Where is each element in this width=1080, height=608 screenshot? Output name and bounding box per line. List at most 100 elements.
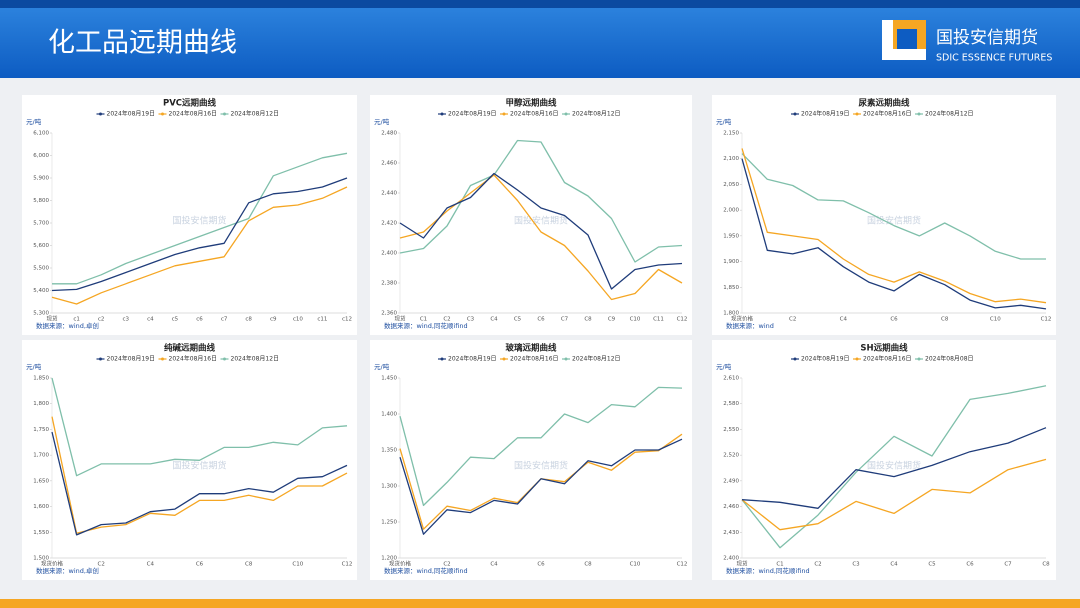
x-tick-label: 现货价格 <box>389 560 412 568</box>
legend-label: 2024年08月19日 <box>801 110 850 118</box>
y-tick-label: 1,850 <box>33 376 49 382</box>
y-tick-label: 2,000 <box>723 208 739 214</box>
x-tick-label: C2 <box>443 562 450 568</box>
logo: 国投安信期货 SDIC ESSENCE FUTURES <box>882 20 1052 64</box>
x-tick-label: C10 <box>630 562 641 568</box>
y-tick-label: 6,100 <box>33 131 49 137</box>
x-tick-label: c1 <box>73 317 80 323</box>
x-tick-label: C5 <box>928 562 936 568</box>
y-tick-label: 5,900 <box>33 176 49 182</box>
series-line <box>51 416 348 534</box>
x-tick-label: C10 <box>292 562 303 568</box>
legend-label: 2024年08月16日 <box>510 110 559 118</box>
x-tick-label: C2 <box>814 562 821 568</box>
y-axis-unit: 元/吨 <box>26 362 42 371</box>
y-tick-label: 2,490 <box>723 478 739 484</box>
x-tick-label: C4 <box>147 562 155 568</box>
x-tick-label: C4 <box>490 317 498 323</box>
legend-dot <box>793 112 797 116</box>
y-tick-label: 2,520 <box>723 453 739 459</box>
y-tick-label: 2,100 <box>723 156 739 162</box>
series-line <box>52 152 348 285</box>
y-tick-label: 5,300 <box>33 311 49 317</box>
legend-label: 2024年08月08日 <box>925 355 974 363</box>
series-line <box>399 386 683 507</box>
x-tick-label: C3 <box>852 562 860 568</box>
header-strip <box>0 0 1080 8</box>
y-tick-label: 1,250 <box>381 520 397 526</box>
legend-label: 2024年08月19日 <box>801 355 850 363</box>
series-line <box>741 153 1046 260</box>
x-tick-label: C6 <box>966 562 974 568</box>
y-tick-label: 1,550 <box>33 530 49 536</box>
legend-dot <box>223 112 226 116</box>
x-tick-label: C3 <box>467 317 475 323</box>
legend-label: 2024年08月12日 <box>231 355 280 363</box>
panel-bg <box>22 95 357 335</box>
x-tick-label: C12 <box>342 562 353 568</box>
legend-dot <box>99 112 102 116</box>
series-line <box>51 431 348 536</box>
legend-label: 2024年08月19日 <box>107 355 156 363</box>
y-tick-label: 2,050 <box>723 182 739 188</box>
x-tick-label: C8 <box>245 562 253 568</box>
x-tick-label: 现货 <box>394 315 406 323</box>
legend-dot <box>502 112 506 116</box>
x-tick-label: C6 <box>890 317 898 323</box>
legend-label: 2024年08月16日 <box>169 355 218 363</box>
y-tick-label: 2,610 <box>723 376 739 382</box>
legend-label: 2024年08月12日 <box>572 355 621 363</box>
watermark: 国投安信期货 <box>172 460 226 472</box>
x-tick-label: C10 <box>990 317 1001 323</box>
legend-dot <box>502 357 506 361</box>
legend-dot <box>161 112 164 116</box>
x-tick-label: c5 <box>172 317 179 323</box>
x-tick-label: C8 <box>941 317 949 323</box>
source-note: 数据来源：wind,同花顺ifind <box>726 566 810 575</box>
legend-dot <box>855 112 859 116</box>
y-tick-label: 1,900 <box>723 259 739 265</box>
x-tick-label: C12 <box>677 317 688 323</box>
slide-title: 化工品远期曲线 <box>48 28 237 59</box>
y-tick-label: 2,150 <box>723 131 739 137</box>
legend-label: 2024年08月12日 <box>572 110 621 118</box>
chart-title: 甲醇远期曲线 <box>505 98 557 109</box>
x-tick-label: c2 <box>98 317 105 323</box>
x-tick-label: C8 <box>584 317 592 323</box>
y-tick-label: 2,460 <box>723 504 739 510</box>
y-tick-label: 5,400 <box>33 288 49 294</box>
x-tick-label: c10 <box>293 317 304 323</box>
x-tick-label: C5 <box>514 317 522 323</box>
x-tick-label: c3 <box>122 317 129 323</box>
series-line <box>51 377 348 477</box>
x-tick-label: c4 <box>147 317 154 323</box>
x-tick-label: C2 <box>789 317 796 323</box>
watermark: 国投安信期货 <box>867 460 921 472</box>
chart-title: 玻璃远期曲线 <box>505 343 557 354</box>
chart-title: PVC远期曲线 <box>163 98 217 109</box>
y-tick-label: 1,800 <box>723 311 739 317</box>
x-tick-label: C7 <box>1004 562 1012 568</box>
series-line <box>51 186 348 305</box>
legend-label: 2024年08月19日 <box>448 355 497 363</box>
x-tick-label: c6 <box>196 317 203 323</box>
y-tick-label: 1,400 <box>381 412 397 418</box>
legend-dot <box>917 112 921 116</box>
x-tick-label: c9 <box>270 317 277 323</box>
legend-dot <box>564 357 568 361</box>
panel-bg <box>370 95 692 335</box>
source-note: 数据来源：wind,卓创 <box>36 566 99 575</box>
legend-dot <box>564 112 568 116</box>
y-axis-unit: 元/吨 <box>374 362 390 371</box>
y-tick-label: 1,700 <box>33 453 49 459</box>
x-tick-label: C8 <box>584 562 592 568</box>
y-tick-label: 5,500 <box>33 266 49 272</box>
x-tick-label: 现货 <box>46 315 58 323</box>
legend-label: 2024年08月16日 <box>863 110 912 118</box>
x-tick-label: C12 <box>677 562 688 568</box>
x-tick-label: C6 <box>537 317 545 323</box>
x-tick-label: C4 <box>490 562 498 568</box>
